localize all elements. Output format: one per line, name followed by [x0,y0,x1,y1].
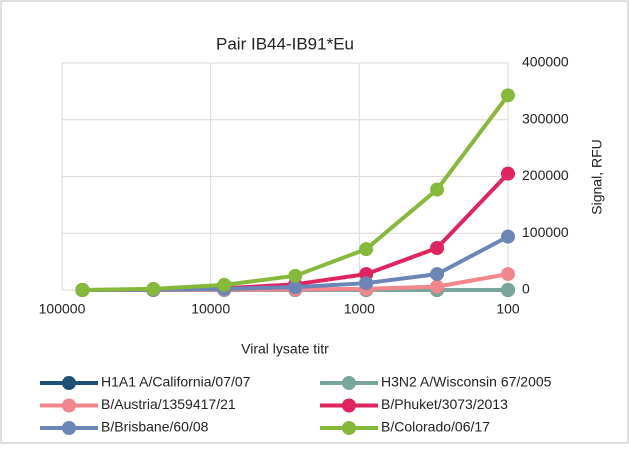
legend-label: H1A1 A/California/07/07 [101,374,251,390]
x-axis-label: Viral lysate titr [241,341,329,357]
legend-marker [62,398,76,413]
data-point [501,166,515,181]
data-point [501,283,515,297]
legend-marker [342,398,356,413]
data-point [75,283,90,297]
data-point [359,242,374,257]
data-point [217,277,232,292]
data-point [430,267,445,282]
x-tick-label: 10000 [191,301,230,317]
data-point [288,268,303,283]
data-point [430,182,445,197]
data-point [501,88,515,103]
data-point [501,229,515,244]
y-axis-label: Signal, RFU [589,139,605,214]
x-tick-label: 100 [496,301,520,317]
legend-marker [342,421,356,435]
legend-label: B/Phuket/3073/2013 [381,396,508,412]
data-point [359,276,374,291]
legend-label: B/Brisbane/60/08 [101,419,209,435]
y-tick-label: 200000 [522,167,569,183]
y-tick-label: 400000 [522,54,569,70]
y-tick-label: 300000 [522,110,569,126]
legend-label: H3N2 A/Wisconsin 67/2005 [381,374,552,390]
x-tick-label: 100000 [39,301,86,317]
chart-title: Pair IB44-IB91*Eu [216,34,354,53]
y-tick-label: 100000 [522,224,569,240]
data-point [288,280,303,295]
data-point [146,281,161,296]
legend-label: B/Colorado/06/17 [381,419,490,435]
data-point [430,279,445,294]
legend-marker [342,376,356,390]
legend-marker [62,376,76,390]
data-point [430,241,445,256]
data-point [501,267,515,282]
x-tick-label: 1000 [344,301,375,317]
legend-label: B/Austria/1359417/21 [101,396,236,412]
y-tick-label: 0 [522,281,530,297]
legend-marker [62,421,76,435]
